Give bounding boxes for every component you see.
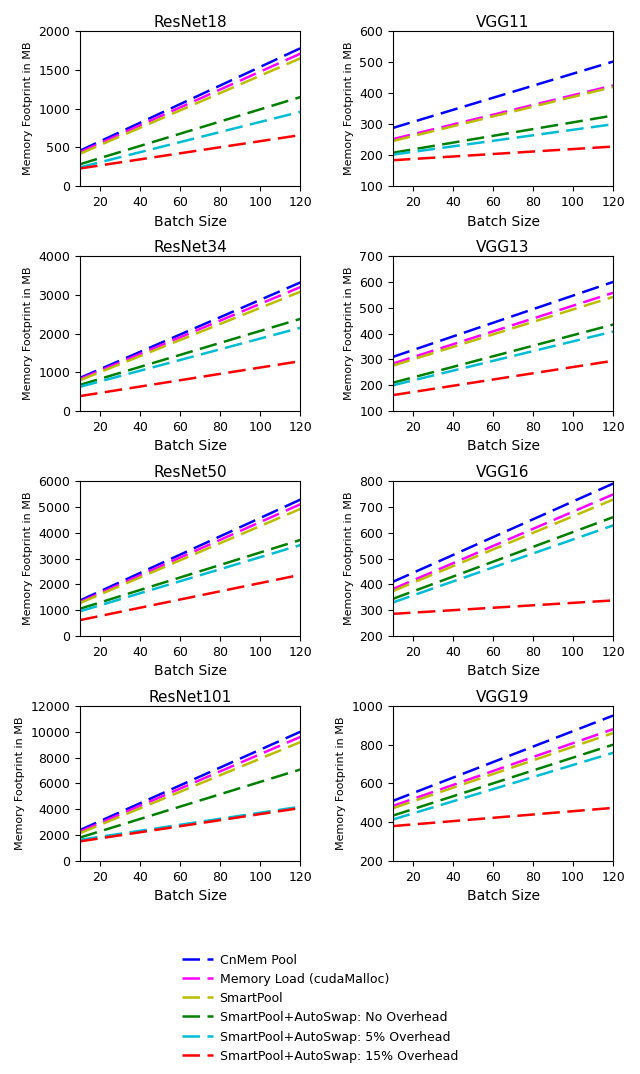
Y-axis label: Memory Footprint in MB: Memory Footprint in MB xyxy=(23,42,33,175)
Title: ResNet50: ResNet50 xyxy=(154,465,227,480)
X-axis label: Batch Size: Batch Size xyxy=(467,665,540,679)
X-axis label: Batch Size: Batch Size xyxy=(154,665,227,679)
Y-axis label: Memory Footprint in MB: Memory Footprint in MB xyxy=(23,492,33,625)
Y-axis label: Memory Footprint in MB: Memory Footprint in MB xyxy=(23,266,33,401)
Title: ResNet18: ResNet18 xyxy=(154,15,227,30)
Title: ResNet34: ResNet34 xyxy=(154,240,227,255)
Y-axis label: Memory Footprint in MB: Memory Footprint in MB xyxy=(344,492,354,625)
X-axis label: Batch Size: Batch Size xyxy=(154,439,227,453)
Title: VGG11: VGG11 xyxy=(476,15,530,30)
Title: VGG16: VGG16 xyxy=(476,465,530,480)
Y-axis label: Memory Footprint in MB: Memory Footprint in MB xyxy=(336,716,346,851)
Title: VGG19: VGG19 xyxy=(476,690,530,705)
X-axis label: Batch Size: Batch Size xyxy=(467,439,540,453)
X-axis label: Batch Size: Batch Size xyxy=(154,889,227,903)
Legend: CnMem Pool, Memory Load (cudaMalloc), SmartPool, SmartPool+AutoSwap: No Overhead: CnMem Pool, Memory Load (cudaMalloc), Sm… xyxy=(177,948,463,1068)
Y-axis label: Memory Footprint in MB: Memory Footprint in MB xyxy=(344,42,354,175)
Y-axis label: Memory Footprint in MB: Memory Footprint in MB xyxy=(344,266,354,401)
Title: VGG13: VGG13 xyxy=(476,240,530,255)
X-axis label: Batch Size: Batch Size xyxy=(154,215,227,229)
Title: ResNet101: ResNet101 xyxy=(148,690,232,705)
X-axis label: Batch Size: Batch Size xyxy=(467,215,540,229)
Y-axis label: Memory Footprint in MB: Memory Footprint in MB xyxy=(15,716,25,851)
X-axis label: Batch Size: Batch Size xyxy=(467,889,540,903)
